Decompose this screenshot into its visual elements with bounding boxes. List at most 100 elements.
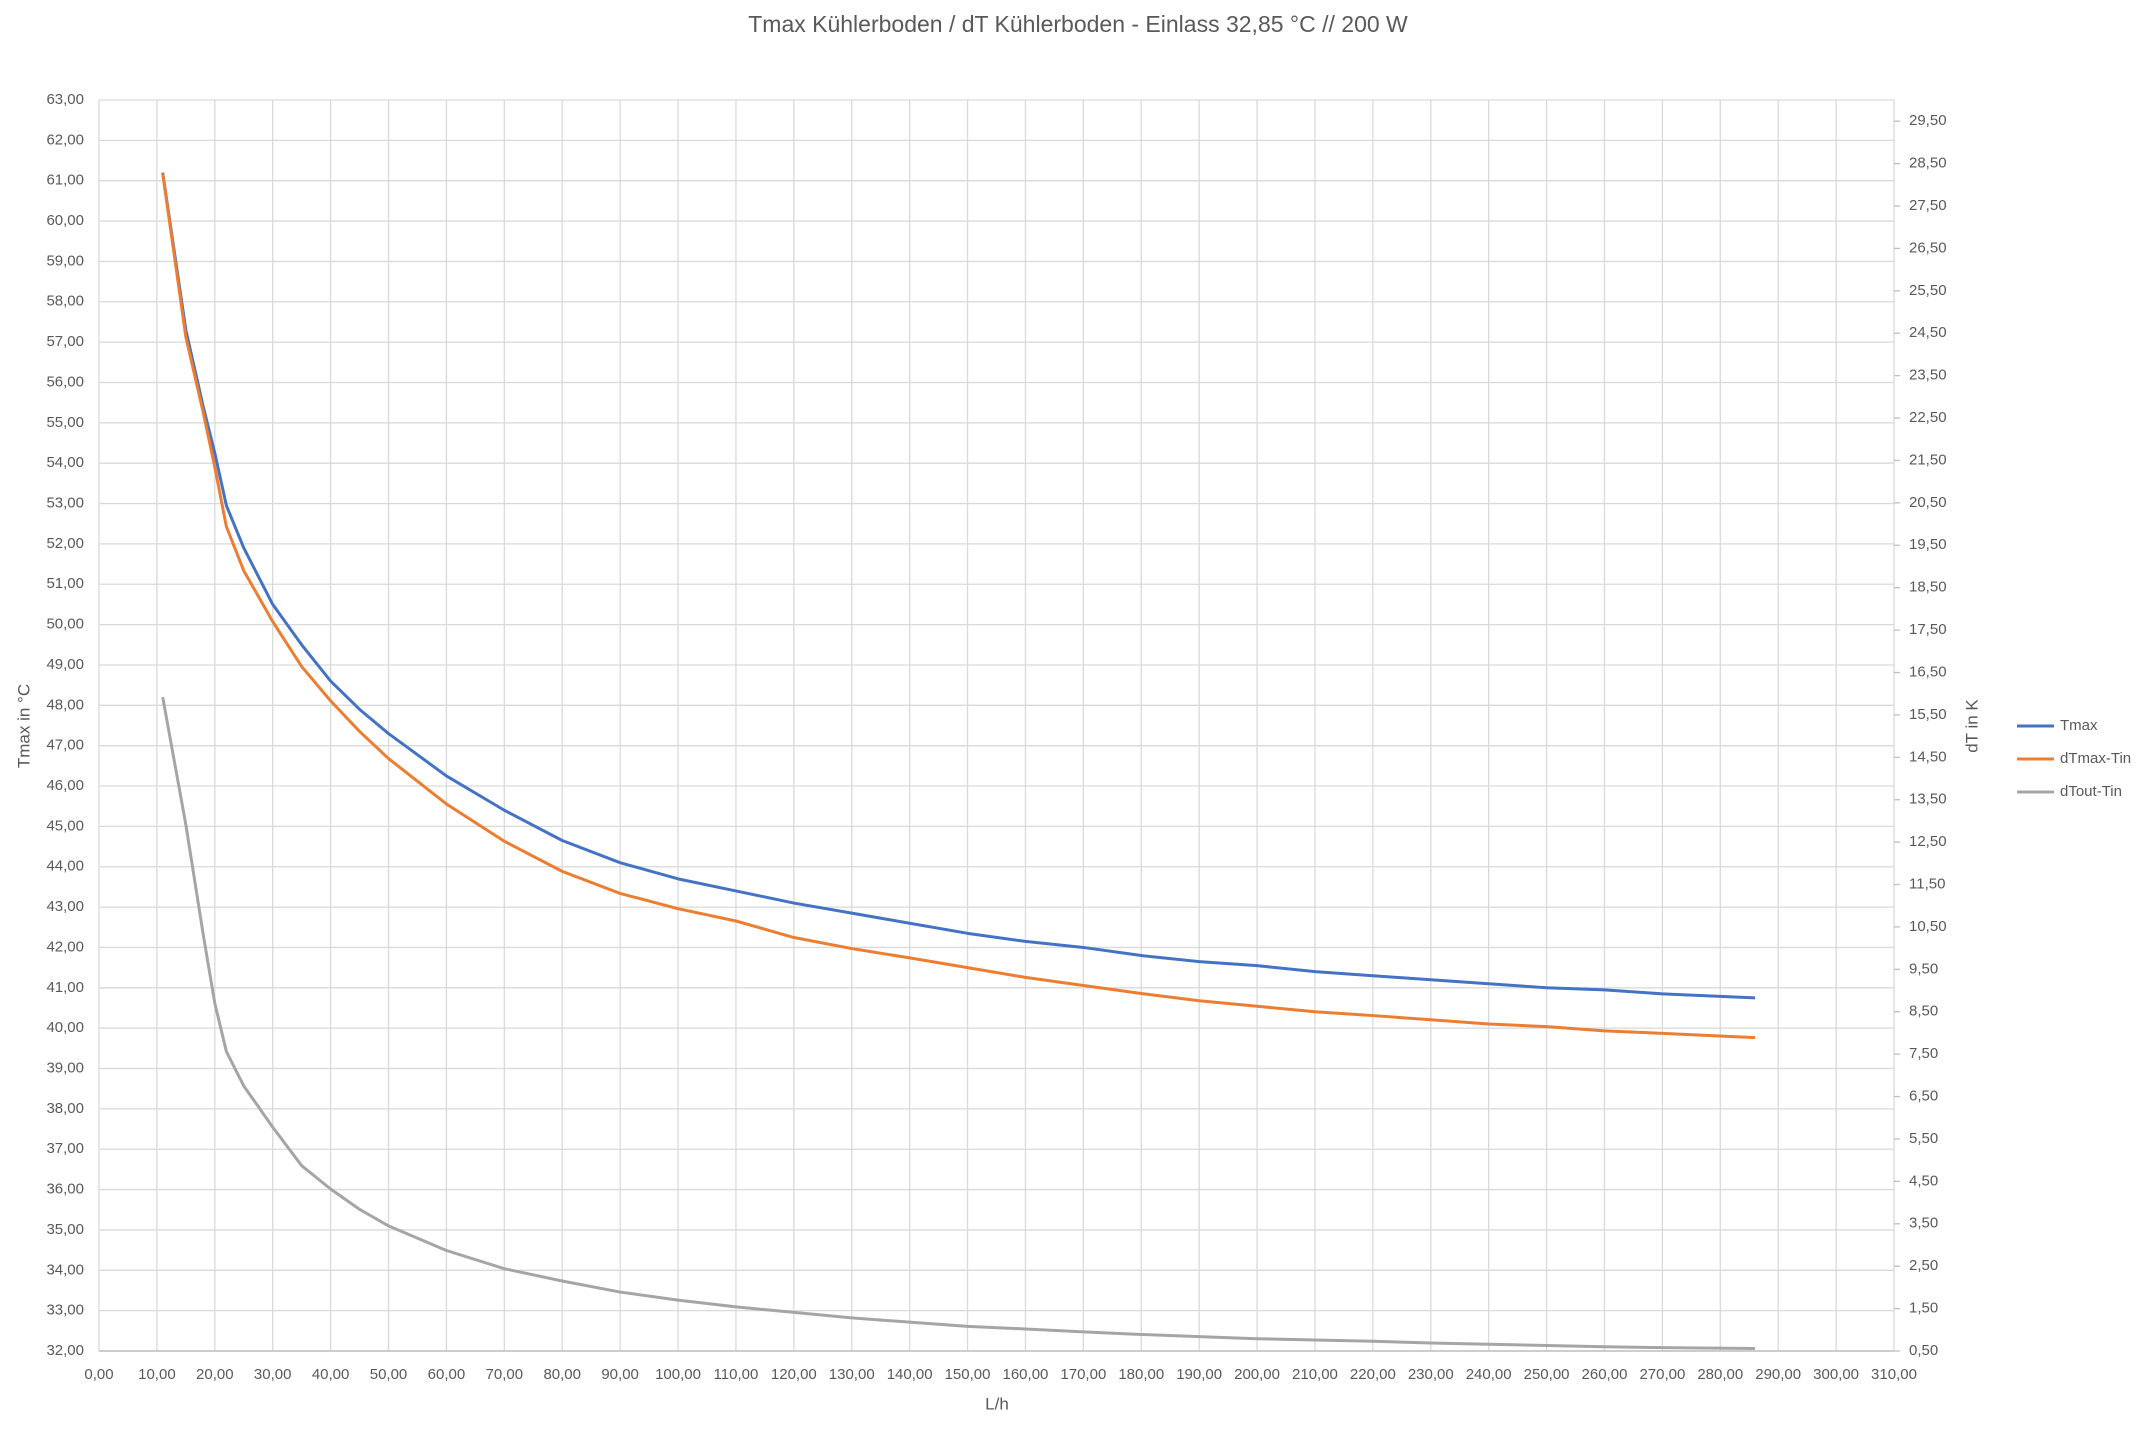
y-tick-label: 50,00 (46, 616, 84, 633)
series-line (161, 172, 1756, 1000)
y-tick-label: 48,00 (46, 696, 84, 713)
x-tick-label: 240,00 (1466, 1366, 1512, 1383)
x-tick-label: 10,00 (138, 1366, 176, 1383)
y2-tick-label: 4,50 (1909, 1172, 1938, 1189)
y2-tick-label: 3,50 (1909, 1215, 1938, 1232)
y-tick-label: 37,00 (46, 1140, 84, 1157)
y2-tick-label: 26,50 (1909, 239, 1947, 256)
y2-tick-label: 15,50 (1909, 706, 1947, 723)
y2-tick-label: 23,50 (1909, 367, 1947, 384)
y-tick-label: 62,00 (46, 131, 84, 148)
chart-title: Tmax Kühlerboden / dT Kühlerboden - Einl… (748, 11, 1408, 37)
series-line (161, 696, 1756, 1350)
x-tick-label: 40,00 (312, 1366, 350, 1383)
y2-tick-label: 20,50 (1909, 494, 1947, 511)
x-tick-label: 210,00 (1292, 1366, 1338, 1383)
x-tick-label: 290,00 (1755, 1366, 1801, 1383)
y2-tick-label: 25,50 (1909, 282, 1947, 299)
x-tick-label: 270,00 (1639, 1366, 1685, 1383)
y2-tick-label: 2,50 (1909, 1257, 1938, 1274)
legend-label: Tmax (2060, 717, 2098, 734)
y2-tick-label: 9,50 (1909, 960, 1938, 977)
y-tick-label: 53,00 (46, 495, 84, 512)
x-tick-label: 150,00 (945, 1366, 991, 1383)
y2-tick-label: 12,50 (1909, 833, 1947, 850)
y2-tick-label: 19,50 (1909, 536, 1947, 553)
y2-tick-label: 29,50 (1909, 112, 1947, 129)
y2-tick-label: 22,50 (1909, 409, 1947, 426)
y-tick-label: 52,00 (46, 535, 84, 552)
x-tick-label: 20,00 (196, 1366, 234, 1383)
x-tick-label: 80,00 (543, 1366, 581, 1383)
y-tick-label: 45,00 (46, 817, 84, 834)
y2-tick-label: 11,50 (1909, 875, 1945, 892)
x-tick-label: 130,00 (829, 1366, 875, 1383)
x-tick-label: 120,00 (771, 1366, 817, 1383)
x-tick-label: 300,00 (1813, 1366, 1859, 1383)
x-tick-label: 230,00 (1408, 1366, 1454, 1383)
x-tick-label: 190,00 (1176, 1366, 1222, 1383)
x-tick-label: 200,00 (1234, 1366, 1280, 1383)
x-tick-label: 170,00 (1060, 1366, 1106, 1383)
y2-tick-label: 7,50 (1909, 1045, 1938, 1062)
y-tick-label: 35,00 (46, 1221, 84, 1238)
y-tick-label: 43,00 (46, 898, 84, 915)
x-tick-label: 90,00 (601, 1366, 639, 1383)
x-tick-label: 0,00 (84, 1366, 113, 1383)
x-tick-label: 310,00 (1871, 1366, 1917, 1383)
x-tick-label: 110,00 (714, 1366, 759, 1383)
y-tick-label: 61,00 (46, 172, 84, 189)
y-tick-label: 60,00 (46, 212, 84, 229)
y-tick-label: 38,00 (46, 1100, 84, 1117)
y-tick-label: 42,00 (46, 938, 84, 955)
y2-tick-label: 1,50 (1909, 1300, 1938, 1317)
y-tick-label: 63,00 (46, 91, 84, 108)
x-tick-label: 220,00 (1350, 1366, 1396, 1383)
y-tick-label: 55,00 (46, 414, 84, 431)
y2-tick-label: 0,50 (1909, 1342, 1938, 1359)
y-tick-label: 56,00 (46, 373, 84, 390)
y-tick-label: 51,00 (46, 575, 84, 592)
y-tick-label: 39,00 (46, 1059, 84, 1076)
y2-tick-label: 14,50 (1909, 748, 1947, 765)
x-tick-label: 280,00 (1697, 1366, 1743, 1383)
y2-tick-label: 21,50 (1909, 451, 1947, 468)
x-tick-label: 180,00 (1118, 1366, 1164, 1383)
y-axis-label: Tmax in °C (14, 684, 33, 768)
y-tick-label: 58,00 (46, 293, 84, 310)
x-axis-label: L/h (985, 1394, 1009, 1413)
y-tick-label: 32,00 (46, 1342, 84, 1359)
y-tick-label: 33,00 (46, 1302, 84, 1319)
y2-tick-label: 8,50 (1909, 1003, 1938, 1020)
y2-tick-label: 27,50 (1909, 197, 1947, 214)
x-tick-label: 260,00 (1582, 1366, 1628, 1383)
y2-tick-label: 17,50 (1909, 621, 1947, 638)
x-tick-label: 100,00 (655, 1366, 701, 1383)
y2-tick-label: 13,50 (1909, 791, 1947, 808)
y-tick-label: 36,00 (46, 1181, 84, 1198)
y-tick-label: 44,00 (46, 858, 84, 875)
x-tick-label: 140,00 (887, 1366, 933, 1383)
y-tick-label: 57,00 (46, 333, 84, 350)
x-tick-label: 60,00 (428, 1366, 466, 1383)
y-tick-label: 40,00 (46, 1019, 84, 1036)
y-tick-label: 49,00 (46, 656, 84, 673)
y2-tick-label: 6,50 (1909, 1088, 1938, 1105)
y2-tick-label: 18,50 (1909, 579, 1947, 596)
y-tick-label: 47,00 (46, 737, 84, 754)
y2-tick-label: 16,50 (1909, 663, 1947, 680)
y-tick-label: 54,00 (46, 454, 84, 471)
y2-tick-label: 10,50 (1909, 918, 1947, 935)
x-tick-label: 30,00 (254, 1366, 292, 1383)
y2-axis-label: dT in K (1962, 699, 1981, 753)
y-tick-label: 59,00 (46, 252, 84, 269)
series-line (161, 173, 1756, 1040)
x-tick-label: 50,00 (370, 1366, 408, 1383)
y-tick-label: 34,00 (46, 1261, 84, 1278)
legend-label: dTmax-Tin (2060, 750, 2131, 767)
legend-label: dTout-Tin (2060, 783, 2122, 800)
y-tick-label: 46,00 (46, 777, 84, 794)
